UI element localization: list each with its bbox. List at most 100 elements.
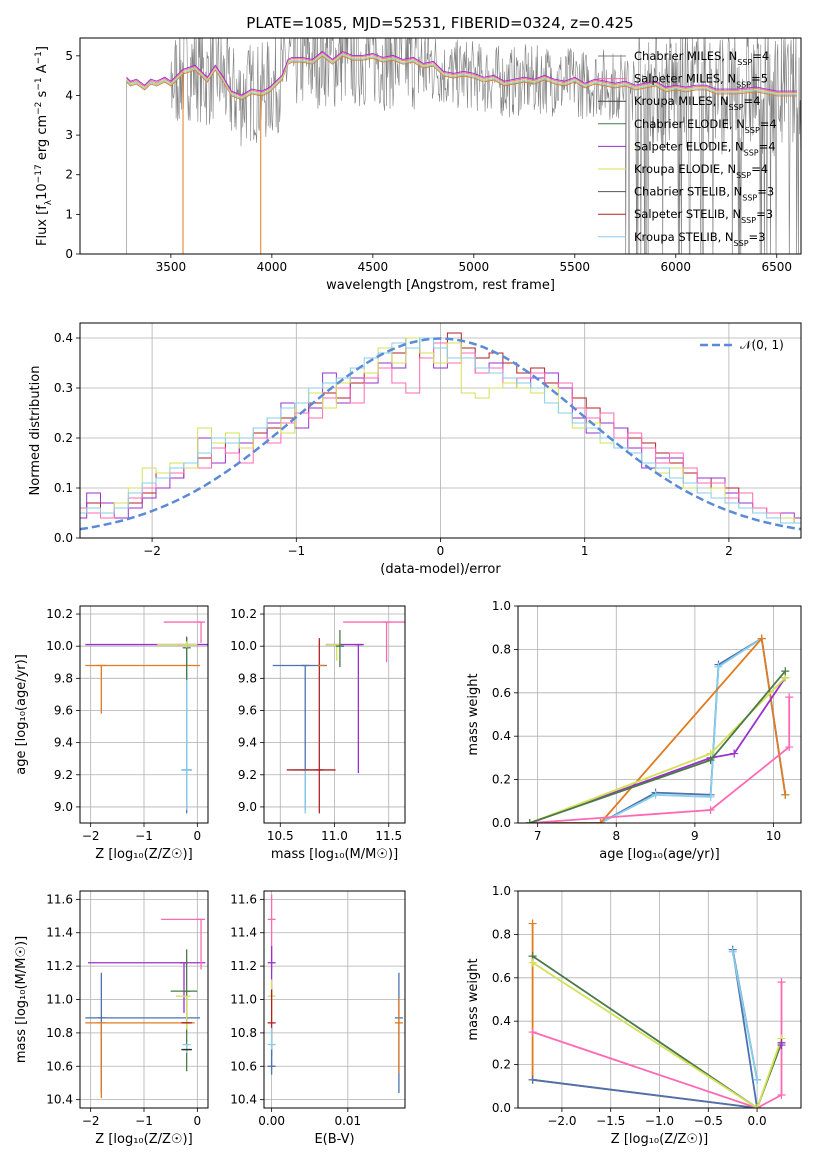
legend-label: Chabrier MILES, N — [634, 49, 737, 63]
legend-sub: SSP — [736, 80, 751, 89]
weight-marker — [525, 819, 534, 823]
y-tick-label: 0.4 — [54, 331, 73, 345]
y-tick-label: 0.0 — [54, 531, 73, 545]
y-tick-label: 11.6 — [230, 892, 257, 906]
legend-sub: SSP — [745, 125, 760, 134]
y-tick-label: 0.8 — [492, 927, 511, 941]
observed-spectrum — [80, 38, 801, 254]
model-spectrum — [126, 54, 797, 100]
legend-tail: =4 — [759, 139, 776, 153]
y-axis-label-part: −1 — [34, 51, 44, 64]
x-tick-label: −0.5 — [694, 1114, 723, 1128]
weight-marker — [753, 1104, 762, 1108]
x-tick-label: 10 — [766, 829, 781, 843]
y-tick-label: 0.2 — [492, 773, 511, 787]
y-tick-label: 0.3 — [54, 381, 73, 395]
y-tick-label: 10.2 — [46, 607, 73, 621]
x-tick-label: 4000 — [257, 260, 288, 274]
weight-series — [529, 636, 787, 823]
weight-series — [529, 670, 786, 823]
x-axis-label: wavelength [Angstrom, rest frame] — [326, 278, 555, 293]
legend-entry: Kroupa ELODIE, NSSP=4 — [634, 162, 768, 180]
y-tick-label: 9.4 — [54, 736, 73, 750]
y-axis-label-part: −2 — [34, 102, 44, 115]
x-tick-label: 0 — [194, 829, 202, 843]
y-axis-label: mass weight — [466, 673, 481, 755]
y-tick-label: 11.4 — [230, 926, 257, 940]
x-tick-label: 0.0 — [748, 1114, 767, 1128]
x-tick-label: 2 — [725, 544, 733, 558]
plot-area — [80, 332, 801, 531]
weight-marker — [785, 693, 794, 702]
x-axis-label: age [log₁₀(age/yr)] — [599, 847, 720, 862]
legend-entry: Kroupa STELIB, NSSP=3 — [634, 230, 765, 248]
weight-marker — [777, 978, 786, 987]
model-spectrum — [126, 50, 797, 96]
normal-curve — [80, 337, 801, 531]
y-tick-label: 1.0 — [492, 599, 511, 613]
y-axis-label-part: λ — [44, 199, 54, 205]
y-tick-label: 10.6 — [46, 1059, 73, 1073]
weight-marker — [596, 819, 605, 823]
residuals-panel: −2 −1 0 1 2 0.0 0.1 0.2 0.3 0.4 (data-model)/error… — [28, 322, 802, 577]
legend-tail: =3 — [756, 207, 773, 221]
weight-marker — [728, 947, 737, 956]
y-axis-label-part: 10 — [35, 183, 50, 200]
weight-series — [529, 677, 787, 823]
weight-marker — [785, 743, 794, 752]
axes-frame — [263, 605, 406, 824]
weight-vs-metallicity-panel: −2.0 −1.5 −1.0 −0.5 0.0 0.0 0.2 0.4 0.6 0.8 1.0 Z [… — [466, 884, 802, 1147]
plot-area — [272, 621, 405, 814]
y-axis-label: mass [log₁₀(M/M☉)] — [14, 936, 29, 1063]
x-tick-label: −1 — [135, 829, 153, 843]
x-tick-label: 5000 — [459, 260, 490, 274]
axes-frame — [517, 890, 802, 1109]
plot-area — [85, 918, 206, 1098]
legend-entry: 𝒩(0, 1) — [740, 338, 784, 352]
x-tick-label: −1 — [287, 544, 305, 558]
weight-series — [532, 955, 783, 1108]
x-axis-label: mass [log₁₀(M/M☉)] — [271, 847, 398, 862]
y-axis-label: age [log₁₀(age/yr)] — [14, 654, 29, 775]
legend-sub: SSP — [736, 171, 751, 180]
y-tick-label: 9.0 — [238, 800, 257, 814]
legend-tail: =4 — [752, 49, 769, 63]
x-tick-label: 10.5 — [267, 829, 294, 843]
legend-label: Salpeter MILES, N — [634, 72, 736, 86]
y-tick-label: 0.6 — [492, 971, 511, 985]
y-axis-label: mass weight — [466, 958, 481, 1040]
x-axis-label: E(B-V) — [314, 1132, 354, 1147]
y-axis-label-part: −17 — [34, 164, 44, 183]
y-tick-label: 11.4 — [46, 926, 73, 940]
weight-marker — [781, 667, 790, 676]
legend-sub: SSP — [741, 216, 756, 225]
plot-area — [525, 634, 794, 823]
y-tick-label: 9.8 — [54, 671, 73, 685]
x-tick-label: 8 — [612, 829, 620, 843]
x-tick-label: 0.01 — [334, 1114, 361, 1128]
x-tick-label: 0 — [437, 544, 445, 558]
weight-marker — [528, 919, 537, 928]
x-tick-label: −2.0 — [547, 1114, 576, 1128]
legend-label: Chabrier ELODIE, N — [634, 117, 745, 131]
weight-series — [532, 982, 783, 1108]
legend-entry: Chabrier ELODIE, NSSP=4 — [634, 117, 777, 135]
legend-entry: Chabrier MILES, NSSP=4 — [634, 49, 769, 67]
legend-tail: =4 — [744, 94, 761, 108]
legend-sub: SSP — [742, 193, 757, 202]
x-tick-label: 1 — [581, 544, 589, 558]
spectrum-panel: 3500 4000 4500 5000 5500 6000 6500 0 1 2 3 4 5 wavele… — [34, 37, 802, 293]
y-tick-label: 10.0 — [46, 639, 73, 653]
y-axis-label: Flux [fλ10−17 erg cm−2 s−1 A−1] — [34, 46, 54, 246]
legend-entry: Salpeter ELODIE, NSSP=4 — [634, 139, 776, 157]
y-tick-label: 0.0 — [492, 816, 511, 830]
x-tick-label: −2 — [82, 1114, 100, 1128]
legend-tail: =3 — [749, 230, 766, 244]
legend-sub: SSP — [737, 58, 752, 67]
weight-marker — [714, 662, 723, 671]
figure-title: PLATE=1085, MJD=52531, FIBERID=0324, z=0… — [246, 14, 633, 32]
weight-marker — [706, 792, 715, 801]
legend-sub: SSP — [729, 103, 744, 112]
y-axis-label-part: erg cm — [35, 115, 50, 164]
x-axis-label: Z [log₁₀(Z/Z☉)] — [95, 1132, 192, 1147]
